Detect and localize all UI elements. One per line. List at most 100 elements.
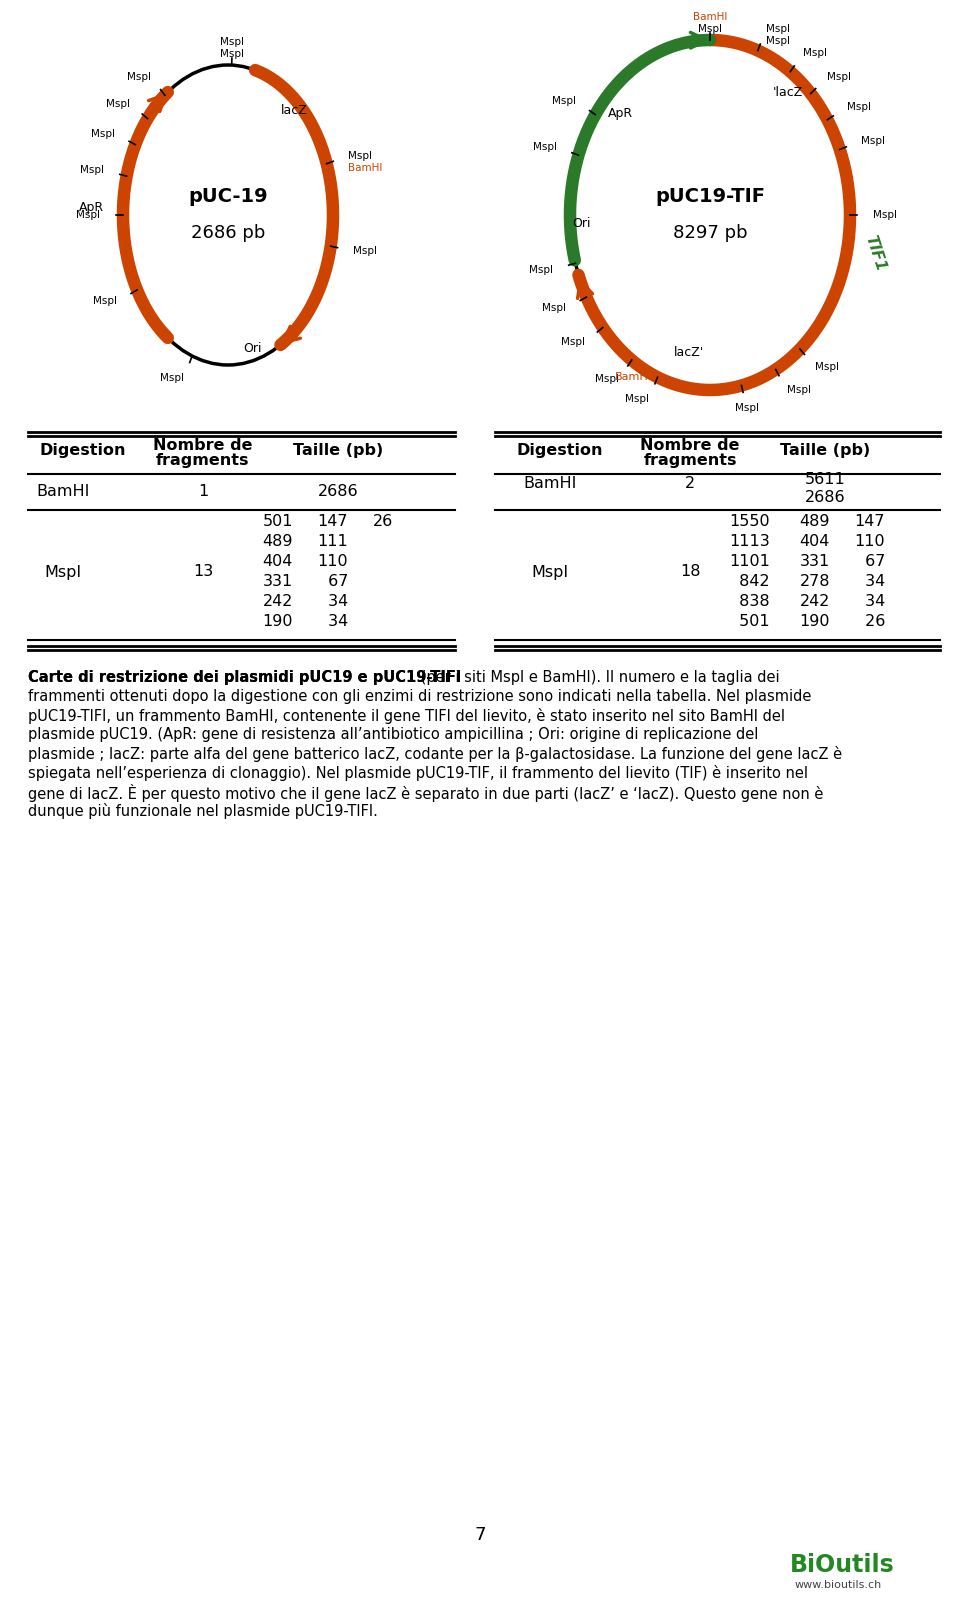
Text: plasmide pUC19. (ApR: gene di resistenza all’antibiotico ampicillina ; Ori: orig: plasmide pUC19. (ApR: gene di resistenza… [28, 727, 758, 742]
Text: plasmide ; lacZ: parte alfa del gene batterico lacZ, codante per la β-galactosid: plasmide ; lacZ: parte alfa del gene bat… [28, 745, 842, 761]
Text: 34: 34 [323, 614, 348, 630]
Text: MspI: MspI [766, 24, 790, 34]
Text: Ori: Ori [244, 342, 262, 355]
Text: MspI: MspI [562, 337, 586, 347]
Text: 501: 501 [734, 614, 770, 630]
Text: 147: 147 [318, 515, 348, 530]
Text: 1113: 1113 [730, 535, 770, 549]
Text: 5611: 5611 [804, 473, 846, 488]
Text: MspI: MspI [127, 71, 151, 83]
Text: pUC19-TIF: pUC19-TIF [655, 188, 765, 206]
Text: MspI: MspI [861, 136, 885, 146]
Text: 2686 pb: 2686 pb [191, 224, 265, 241]
Text: Taille (pb): Taille (pb) [780, 442, 870, 457]
Text: gene di lacZ. È per questo motivo che il gene lacZ è separato in due parti (lacZ: gene di lacZ. È per questo motivo che il… [28, 784, 824, 802]
Text: MspI: MspI [81, 165, 105, 175]
Text: MspI: MspI [828, 73, 852, 83]
Text: 331: 331 [800, 554, 830, 570]
Text: MspI: MspI [221, 49, 245, 58]
Text: Taille (pb): Taille (pb) [293, 442, 383, 457]
Text: 67: 67 [323, 575, 348, 590]
Text: 8297 pb: 8297 pb [673, 224, 747, 241]
Text: MspI: MspI [542, 303, 566, 313]
Text: 147: 147 [854, 515, 885, 530]
Text: 7: 7 [474, 1526, 486, 1544]
Text: 13: 13 [193, 564, 213, 580]
Text: 67: 67 [859, 554, 885, 570]
Text: 190: 190 [800, 614, 830, 630]
Text: fragments: fragments [156, 452, 250, 468]
Text: 1550: 1550 [730, 515, 770, 530]
Text: 842: 842 [734, 575, 770, 590]
Text: MspI: MspI [529, 264, 553, 274]
Text: lacZ': lacZ' [674, 347, 704, 360]
Text: ApR: ApR [608, 107, 633, 120]
Text: BamHI: BamHI [693, 11, 727, 23]
Text: 111: 111 [317, 535, 348, 549]
Text: MspI: MspI [532, 564, 568, 580]
Text: MspI: MspI [93, 296, 117, 306]
Text: MspI: MspI [698, 24, 722, 34]
Text: MspI: MspI [552, 97, 576, 107]
Text: MspI: MspI [44, 564, 82, 580]
Text: 1: 1 [198, 484, 208, 499]
Text: MspI: MspI [786, 386, 810, 395]
Text: 242: 242 [263, 595, 293, 609]
Text: MspI: MspI [91, 128, 115, 139]
Text: 1101: 1101 [730, 554, 770, 570]
Text: 404: 404 [263, 554, 293, 570]
Text: pUC19-TIFI, un frammento BamHI, contenente il gene TIFI del lievito, è stato ins: pUC19-TIFI, un frammento BamHI, contenen… [28, 708, 785, 724]
Text: MspI: MspI [160, 373, 184, 382]
Text: 489: 489 [262, 535, 293, 549]
Text: 2686: 2686 [804, 489, 846, 504]
Text: BamHI: BamHI [614, 373, 652, 382]
Text: MspI: MspI [815, 361, 839, 371]
Text: 26: 26 [372, 515, 393, 530]
Text: fragments: fragments [643, 452, 736, 468]
Text: MspI: MspI [353, 246, 377, 256]
Text: www.bioutils.ch: www.bioutils.ch [795, 1580, 882, 1589]
Text: Carte di restrizione dei plasmidi pUC19 e pUC19-TIFI: Carte di restrizione dei plasmidi pUC19 … [28, 671, 462, 685]
Text: MspI: MspI [533, 143, 557, 152]
Text: TIF1: TIF1 [862, 233, 888, 274]
Text: lacZ: lacZ [280, 104, 307, 117]
Text: 2: 2 [684, 476, 695, 491]
Text: ApR: ApR [79, 201, 104, 214]
Text: 489: 489 [800, 515, 830, 530]
Text: MspI: MspI [804, 49, 828, 58]
Text: 34: 34 [860, 575, 885, 590]
Text: 'lacZ: 'lacZ [773, 86, 804, 99]
Text: 242: 242 [800, 595, 830, 609]
Text: MspI: MspI [106, 99, 130, 109]
Text: 34: 34 [323, 595, 348, 609]
Text: MspI: MspI [221, 37, 245, 47]
Text: Carte di restrizione dei plasmidi pUC19 e pUC19-TIFI: Carte di restrizione dei plasmidi pUC19 … [28, 671, 462, 685]
Text: BamHI: BamHI [348, 164, 383, 173]
Text: MspI: MspI [847, 102, 871, 112]
Text: MspI: MspI [348, 151, 372, 160]
Text: Nombre de: Nombre de [154, 439, 252, 454]
Text: dunque più funzionale nel plasmide pUC19-TIFI.: dunque più funzionale nel plasmide pUC19… [28, 804, 378, 820]
Text: BamHI: BamHI [36, 484, 89, 499]
Text: MspI: MspI [734, 403, 758, 413]
Text: frammenti ottenuti dopo la digestione con gli enzimi di restrizione sono indicat: frammenti ottenuti dopo la digestione co… [28, 688, 811, 705]
Text: 278: 278 [800, 575, 830, 590]
Text: MspI: MspI [625, 394, 649, 403]
Text: Ori: Ori [572, 217, 591, 230]
Text: MspI: MspI [873, 211, 897, 220]
Text: Digestion: Digestion [39, 442, 127, 457]
Text: 110: 110 [854, 535, 885, 549]
Text: MspI: MspI [76, 211, 100, 220]
Text: MspI: MspI [595, 374, 619, 384]
Text: 331: 331 [263, 575, 293, 590]
Text: 34: 34 [860, 595, 885, 609]
Text: 838: 838 [734, 595, 770, 609]
Text: 110: 110 [318, 554, 348, 570]
Text: 2686: 2686 [318, 484, 358, 499]
Text: 404: 404 [800, 535, 830, 549]
Text: 18: 18 [680, 564, 700, 580]
Text: pUC-19: pUC-19 [188, 188, 268, 206]
Text: BamHI: BamHI [523, 476, 577, 491]
Text: Nombre de: Nombre de [640, 439, 740, 454]
Text: BiOutils: BiOutils [790, 1554, 895, 1576]
